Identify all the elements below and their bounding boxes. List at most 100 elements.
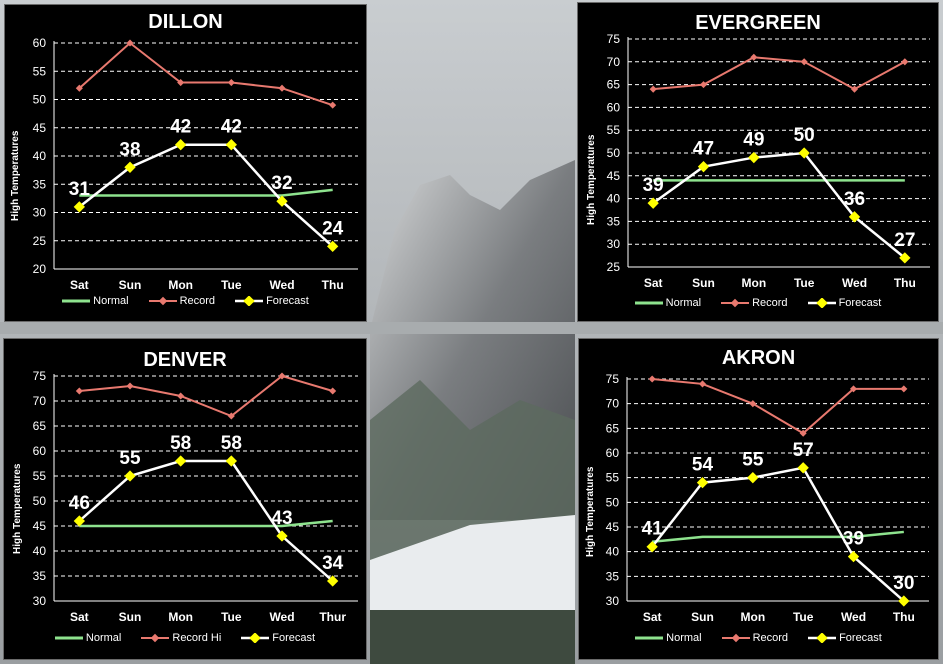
y-tick-label: 65: [607, 78, 621, 92]
legend-label: Normal: [665, 297, 702, 309]
x-tick-label: Mon: [168, 278, 193, 292]
y-axis-label: High Temperatures: [10, 130, 21, 221]
forecast-data-label: 49: [743, 130, 764, 151]
legend-label: Forecast: [266, 295, 309, 307]
legend-forecast: Forecast: [807, 297, 881, 309]
record-point: [177, 392, 185, 400]
record-point: [177, 79, 185, 87]
y-tick-label: 60: [606, 446, 620, 460]
y-tick-label: 65: [33, 419, 47, 433]
y-tick-label: 75: [607, 32, 621, 46]
series-line-normal: [79, 519, 333, 528]
forecast-data-label: 54: [692, 455, 714, 476]
legend-label: Record: [752, 297, 788, 309]
forecast-data-label: 27: [894, 230, 915, 251]
y-tick-label: 40: [607, 192, 621, 206]
chart-title: AKRON: [721, 347, 796, 369]
y-tick-label: 45: [606, 520, 620, 534]
y-tick-label: 30: [33, 206, 47, 220]
forecast-point: [797, 462, 809, 474]
forecast-point: [898, 595, 910, 607]
y-tick-label: 50: [33, 494, 47, 508]
y-tick-label: 70: [607, 55, 621, 69]
y-tick-label: 40: [33, 544, 47, 558]
record-point: [698, 380, 707, 388]
legend-label: Normal: [85, 632, 122, 644]
legend-forecast: Forecast: [235, 295, 309, 307]
y-tick-label: 50: [607, 146, 621, 160]
x-tick-label: Sat: [644, 276, 663, 290]
forecast-data-label: 36: [844, 189, 865, 210]
forecast-data-label: 42: [170, 117, 191, 138]
record-point: [126, 39, 134, 47]
legend-normal: Normal: [634, 297, 702, 309]
y-tick-label: 35: [607, 214, 621, 228]
chart-title: DILLON: [148, 11, 223, 33]
chart-legend: Normal Record Forecast: [579, 632, 938, 644]
series-line-forecast: [652, 151, 906, 259]
chart-title: DENVER: [143, 349, 227, 371]
record-point: [900, 385, 908, 393]
forecast-point: [848, 211, 861, 223]
legend-label: Record: [752, 632, 789, 644]
y-tick-label: 30: [606, 594, 620, 608]
x-tick-label: Wed: [269, 278, 294, 292]
record-point: [699, 81, 708, 89]
y-tick-label: 25: [607, 260, 621, 274]
legend-forecast: Forecast: [241, 632, 315, 644]
forecast-point: [899, 252, 911, 264]
record-point: [75, 84, 83, 92]
y-tick-label: 75: [33, 369, 47, 383]
chart-plot: 30 35 40 45 50 55 60 65 70 75 Sat Sun Mon Tue Wed Thu 41…: [606, 372, 929, 624]
record-point: [278, 84, 286, 92]
y-tick-label: 70: [33, 394, 47, 408]
y-tick-label: 50: [33, 93, 47, 107]
record-point: [649, 85, 657, 93]
forecast-point: [276, 195, 288, 207]
x-tick-label: Sun: [119, 610, 142, 624]
chart-legend: Normal Record Hi Forecast: [4, 632, 366, 644]
series-line-forecast: [78, 459, 334, 582]
x-tick-label: Sun: [691, 610, 714, 624]
legend-normal: Normal: [54, 632, 122, 644]
record-point: [75, 387, 83, 395]
x-tick-label: Tue: [793, 610, 814, 624]
x-tick-label: Tue: [221, 610, 242, 624]
chart-panel-akron: 30 35 40 45 50 55 60 65 70 75 Sat Sun Mon Tue Wed Thu 41…: [578, 338, 939, 660]
record-point: [850, 85, 859, 93]
series-line-normal: [79, 188, 333, 197]
y-tick-label: 55: [606, 471, 620, 485]
forecast-data-label: 39: [843, 529, 864, 550]
series-line-record: [652, 378, 904, 435]
y-tick-label: 35: [33, 177, 47, 191]
forecast-data-label: 57: [793, 440, 814, 461]
x-tick-label: Mon: [168, 610, 193, 624]
chart-plot: 25 30 35 40 45 50 55 60 65 70 75 Sat Sun Mon Tue Wed Thu…: [607, 32, 930, 290]
x-tick-label: Wed: [842, 276, 867, 290]
y-tick-label: 45: [33, 121, 47, 135]
y-tick-label: 55: [33, 469, 47, 483]
record-point: [278, 372, 286, 380]
legend-label: Record: [179, 295, 216, 307]
record-point: [849, 385, 858, 393]
y-axis-label: High Temperatures: [586, 134, 597, 225]
forecast-data-label: 50: [794, 125, 815, 146]
series-line-normal: [652, 530, 904, 544]
chart-plot: 30 35 40 45 50 55 60 65 70 75 Sat Sun Mon Tue Wed Thur 4…: [33, 369, 358, 624]
x-tick-label: Thu: [894, 276, 916, 290]
legend-normal: Normal: [62, 295, 129, 307]
legend-label: Normal: [93, 295, 129, 307]
chart-panel-dillon: 20 25 30 35 40 45 50 55 60 Sat Sun Mon Tue Wed Thu 31 38…: [4, 4, 367, 322]
y-tick-label: 65: [606, 421, 620, 435]
y-tick-label: 30: [33, 594, 47, 608]
x-tick-label: Tue: [794, 276, 815, 290]
forecast-data-label: 58: [170, 433, 191, 454]
y-tick-label: 55: [33, 64, 47, 78]
x-tick-label: Thur: [319, 610, 346, 624]
legend-label: Forecast: [272, 632, 316, 644]
forecast-point: [327, 575, 339, 587]
legend-record: Record: [721, 297, 788, 309]
forecast-point: [748, 151, 760, 164]
series-line-record: [78, 41, 333, 107]
x-tick-label: Sat: [70, 278, 89, 292]
